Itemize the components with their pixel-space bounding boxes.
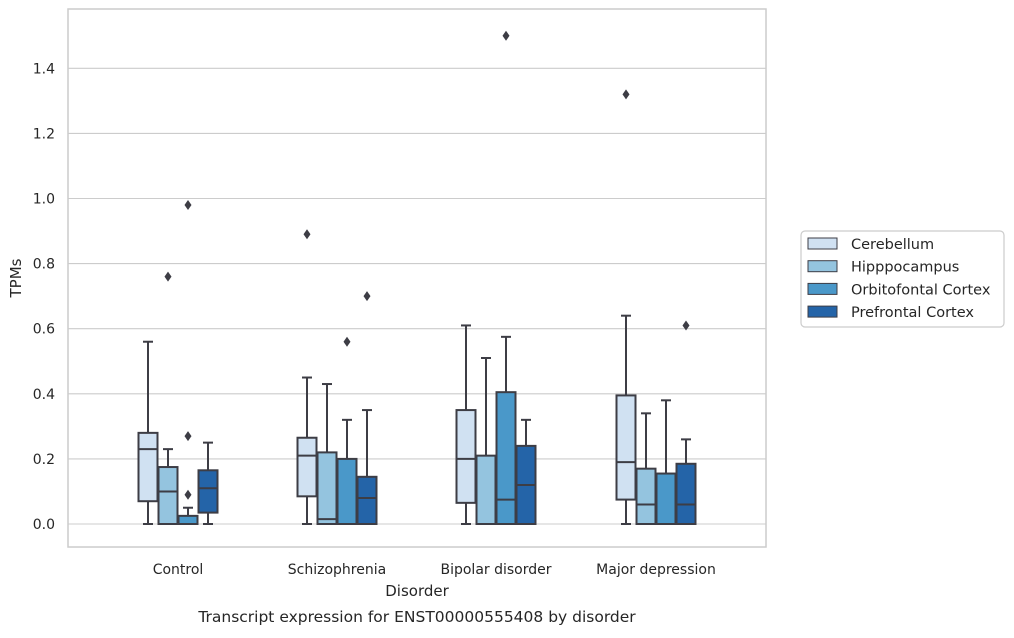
y-tick-label: 1.2	[33, 126, 55, 142]
box-prefrontal-cortex	[197, 441, 219, 525]
box-iqr	[475, 454, 497, 525]
boxes-layer	[137, 30, 697, 526]
box-orbitofontal-cortex	[177, 200, 199, 525]
outlier-point	[622, 89, 630, 100]
legend-label: Prefrontal Cortex	[851, 305, 974, 321]
legend-entry: Prefrontal Cortex	[807, 305, 974, 321]
box-iqr	[455, 409, 477, 504]
legend-label: Cerebellum	[851, 237, 934, 253]
y-tick-label: 0.4	[33, 387, 55, 403]
box-prefrontal-cortex	[675, 320, 697, 525]
box-cerebellum	[615, 89, 637, 525]
legend-entry: Cerebellum	[807, 237, 934, 253]
y-tick-label: 0.2	[33, 452, 55, 468]
box-hipppocampus	[316, 383, 338, 526]
x-tick-label: Control	[153, 562, 204, 578]
box-iqr	[495, 391, 517, 525]
plot-frame	[67, 8, 767, 548]
box-hipppocampus	[475, 356, 497, 525]
outlier-point	[164, 271, 172, 282]
legend-label: Hipppocampus	[851, 260, 959, 276]
y-tick-label: 0.0	[33, 517, 55, 533]
legend-swatch	[807, 260, 838, 273]
box-iqr	[316, 451, 338, 526]
y-tick-label: 0.8	[33, 257, 55, 273]
y-tick-label: 0.6	[33, 322, 55, 338]
box-cerebellum	[455, 324, 477, 525]
box-iqr	[197, 469, 219, 514]
box-iqr	[655, 472, 677, 525]
outlier-point	[184, 489, 192, 500]
outlier-point	[682, 320, 690, 331]
box-iqr	[157, 466, 179, 526]
legend-entry: Orbitofontal Cortex	[807, 282, 991, 298]
box-iqr	[615, 394, 637, 501]
legend-label: Orbitofontal Cortex	[851, 282, 991, 298]
chart-caption: Transcript expression for ENST0000055540…	[197, 608, 636, 626]
y-tick-labels: 0.0 0.2 0.4 0.6 0.8 1.0 1.2 1.4	[33, 61, 55, 533]
legend-entry: Hipppocampus	[807, 260, 959, 276]
box-hipppocampus	[157, 271, 179, 526]
x-tick-labels: Control Schizophrenia Bipolar disorder Majo…	[153, 562, 716, 578]
box-iqr	[137, 431, 159, 503]
outlier-point	[343, 336, 351, 347]
x-tick-label: Schizophrenia	[288, 562, 386, 578]
box-orbitofontal-cortex	[495, 30, 517, 525]
outlier-point	[363, 291, 371, 302]
legend: Cerebellum Hipppocampus Orbitofontal Corte…	[800, 230, 1005, 328]
outlier-point	[502, 30, 510, 41]
x-tick-label: Bipolar disorder	[440, 562, 551, 578]
box-cerebellum	[137, 340, 159, 525]
box-iqr	[296, 436, 318, 498]
outlier-point	[184, 200, 192, 211]
box-iqr	[675, 462, 697, 525]
legend-swatch	[807, 305, 838, 318]
legend-frame	[800, 230, 1005, 328]
gridlines	[68, 67, 766, 525]
box-iqr	[635, 467, 657, 526]
y-tick-label: 1.0	[33, 192, 55, 208]
outlier-point	[184, 431, 192, 442]
box-prefrontal-cortex	[515, 418, 537, 526]
x-axis-label: Disorder	[385, 582, 449, 600]
outlier-point	[303, 229, 311, 240]
box-iqr	[336, 457, 358, 525]
box-iqr	[356, 475, 378, 525]
y-axis-label: TPMs	[7, 258, 25, 298]
y-tick-label: 1.4	[33, 61, 55, 77]
box-prefrontal-cortex	[356, 291, 378, 525]
box-iqr	[177, 514, 199, 525]
box-orbitofontal-cortex	[655, 399, 677, 525]
box-orbitofontal-cortex	[336, 336, 358, 525]
box-cerebellum	[296, 229, 318, 525]
legend-swatch	[807, 282, 838, 295]
x-tick-label: Major depression	[596, 562, 716, 578]
box-hipppocampus	[635, 412, 657, 526]
legend-swatch	[807, 237, 838, 250]
